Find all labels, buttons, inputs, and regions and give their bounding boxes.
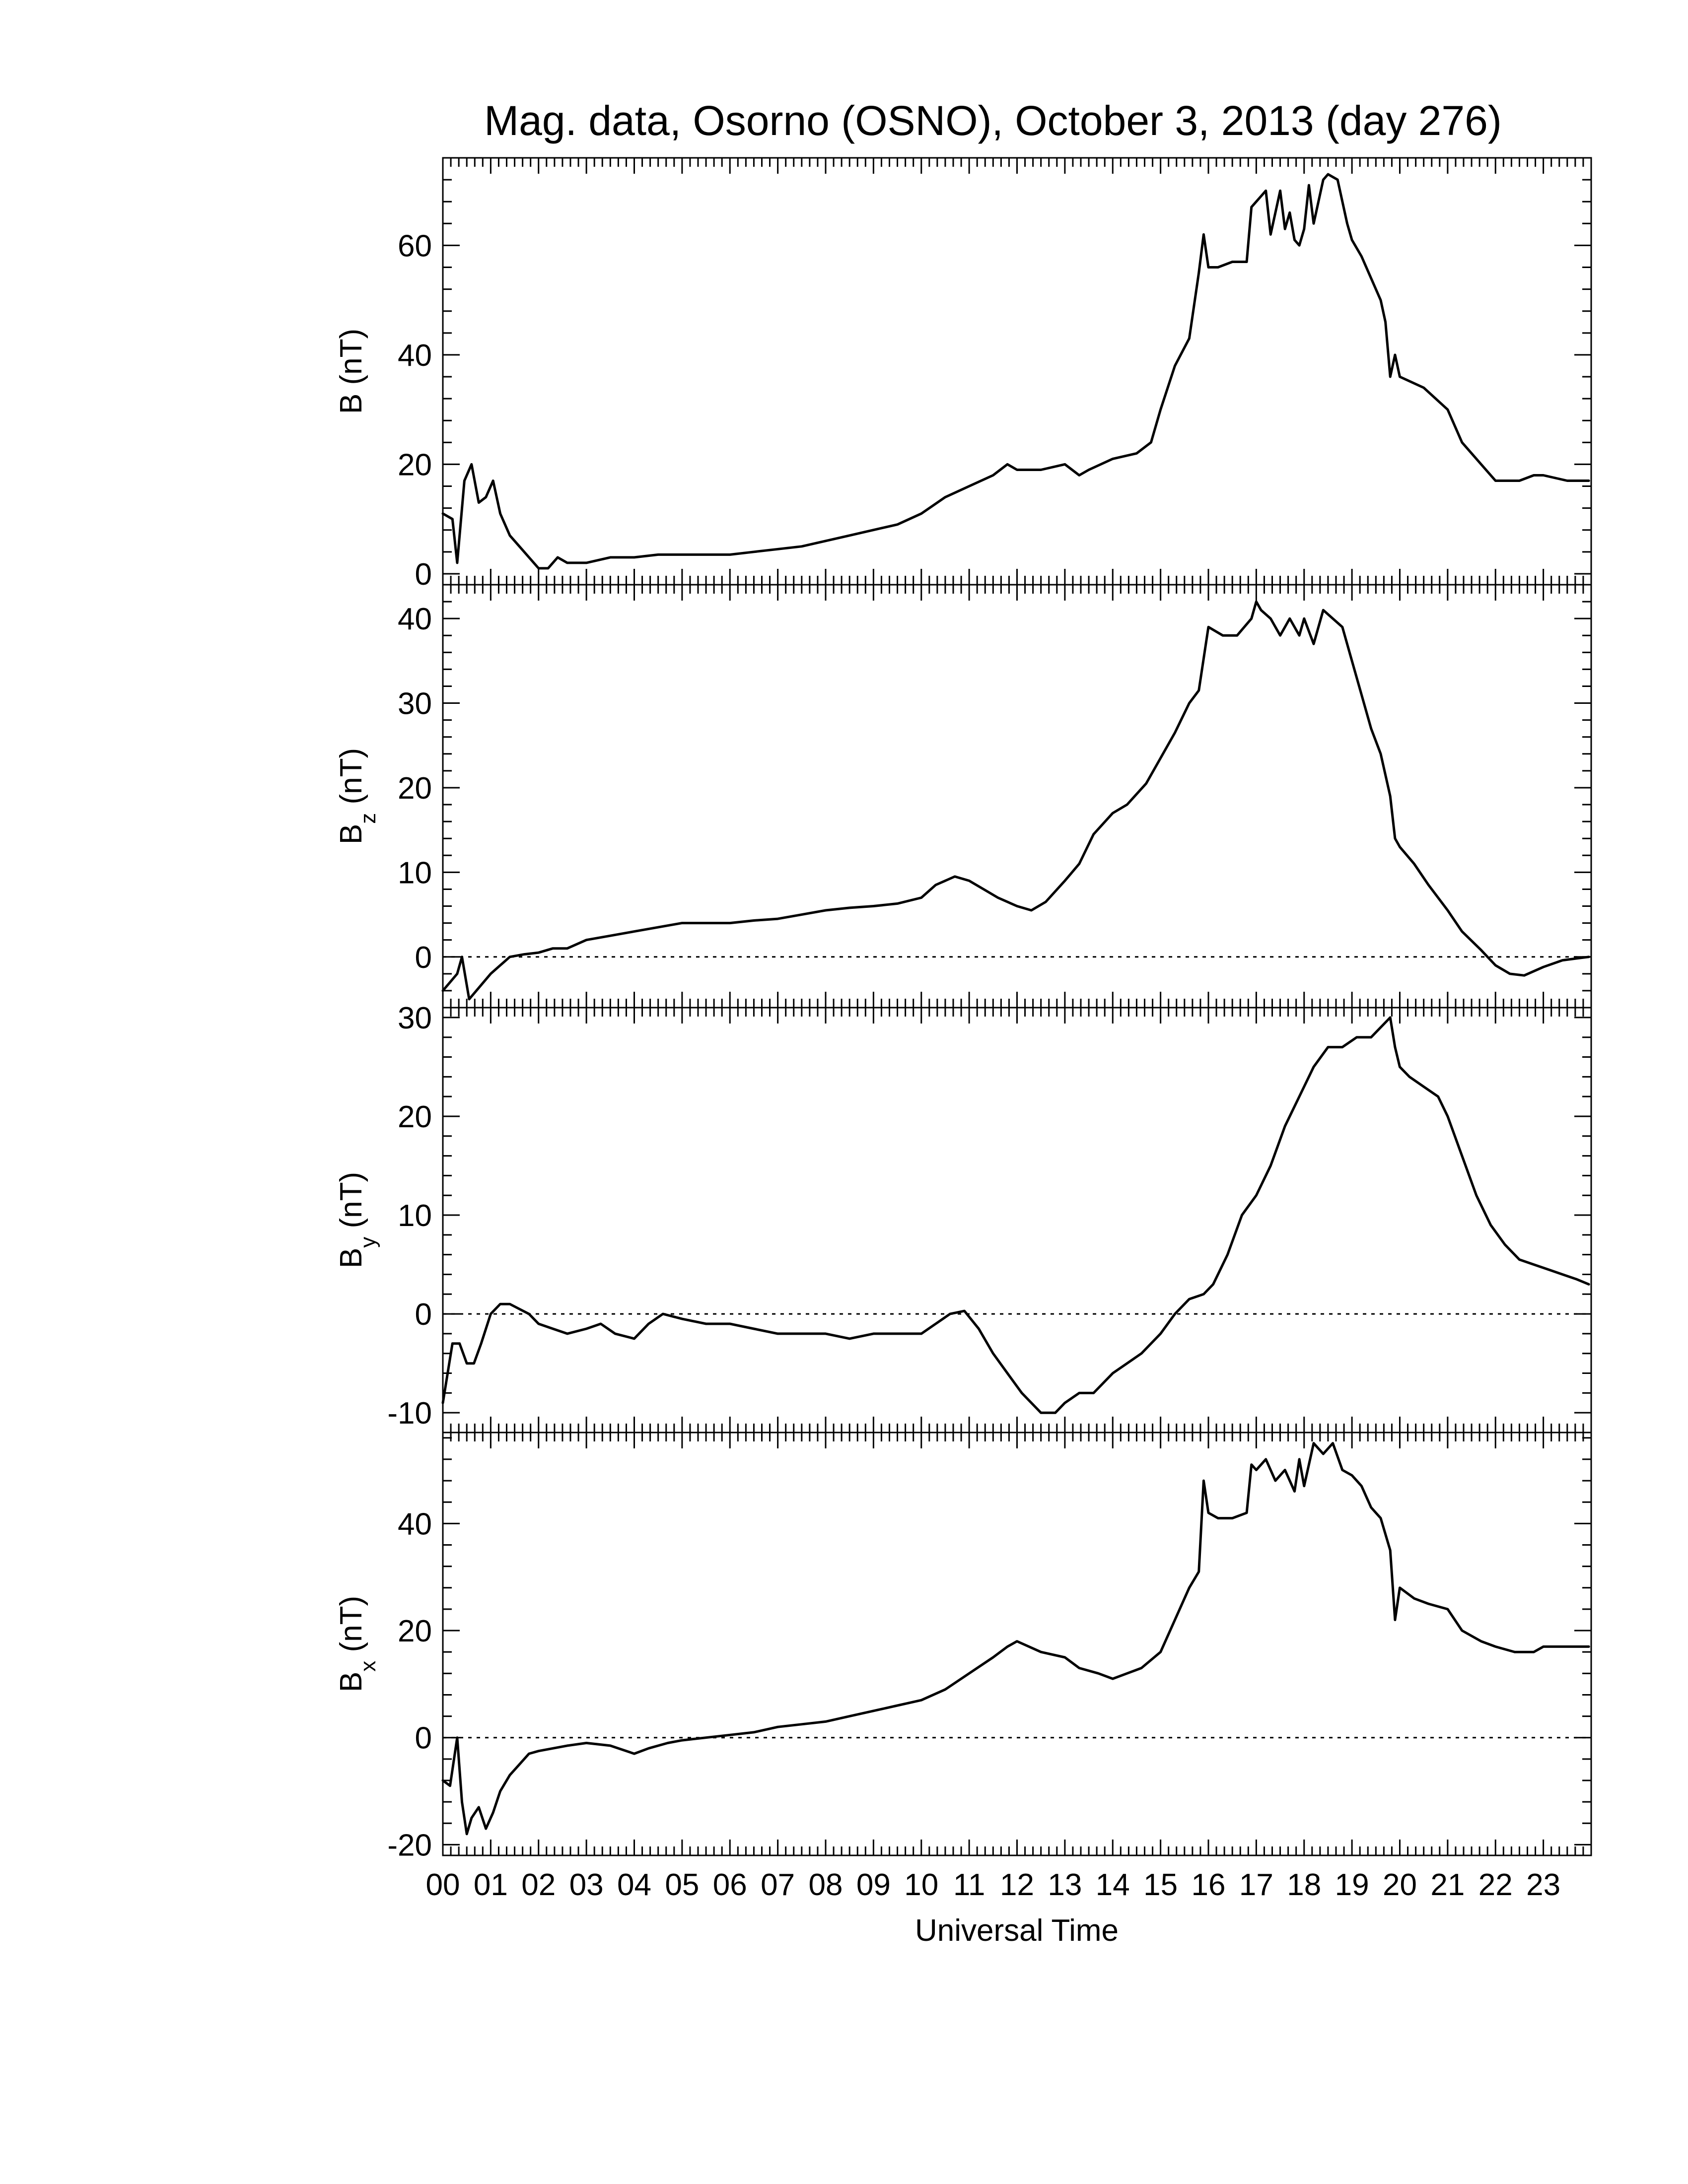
x-tick-label: 17 — [1239, 1868, 1273, 1902]
y-tick-label: -10 — [387, 1396, 432, 1431]
y-tick-label: 10 — [398, 1199, 432, 1233]
y-tick-label: 30 — [398, 1001, 432, 1035]
y-tick-label: 20 — [398, 771, 432, 806]
y-axis-label: By (nT) — [334, 1172, 380, 1268]
y-axis-label-unit: (nT) — [334, 329, 368, 394]
x-tick-label: 23 — [1526, 1868, 1560, 1902]
x-tick-label: 22 — [1478, 1868, 1513, 1902]
x-tick-label: 02 — [521, 1868, 556, 1902]
y-tick-label: 10 — [398, 856, 432, 890]
y-axis-label-subscript: y — [356, 1237, 380, 1248]
chart-title: Mag. data, Osorno (OSNO), October 3, 201… — [484, 97, 1502, 144]
y-tick-label: 20 — [398, 1100, 432, 1134]
x-tick-label: 19 — [1335, 1868, 1369, 1902]
y-axis-label-unit: (nT) — [334, 1172, 368, 1237]
y-tick-label: 60 — [398, 229, 432, 263]
x-tick-label: 10 — [904, 1868, 938, 1902]
x-tick-label: 04 — [617, 1868, 651, 1902]
x-tick-labels: 00 01 02 03 04 05 06 07 08 09 10 11 12 13 14 15 16 17 18 19… — [426, 1868, 1561, 1902]
x-tick-label: 09 — [856, 1868, 891, 1902]
y-tick-label: 40 — [398, 602, 432, 636]
y-axis-label-main: B — [334, 394, 368, 414]
x-tick-label: 15 — [1143, 1868, 1178, 1902]
x-tick-label: 05 — [665, 1868, 699, 1902]
x-tick-label: 07 — [761, 1868, 795, 1902]
panel-frame — [442, 1007, 1592, 1433]
y-axis-label: B (nT) — [334, 329, 368, 414]
series-line-panel-3 — [441, 1016, 1590, 1414]
y-axis-label-main: B — [334, 1672, 368, 1692]
y-axis-label-unit: (nT) — [334, 1596, 368, 1661]
panel-frame — [442, 157, 1592, 586]
x-tick-label: 20 — [1383, 1868, 1417, 1902]
y-axis-label-subscript: x — [356, 1661, 380, 1672]
series-line-panel-1 — [441, 173, 1590, 570]
x-tick-label: 11 — [953, 1868, 985, 1902]
y-tick-label: 40 — [398, 339, 432, 373]
panel-3: -10 0 10 20 30 By (nT) — [334, 1001, 1592, 1433]
y-tick-label: 30 — [398, 687, 432, 721]
x-axis-label: Universal Time — [915, 1913, 1119, 1948]
y-axis-label-subscript: z — [356, 813, 380, 824]
y-tick-label: 0 — [415, 557, 432, 592]
y-tick-label: 0 — [415, 1297, 432, 1332]
y-tick-label: -20 — [387, 1828, 432, 1862]
y-tick-label: 0 — [415, 941, 432, 975]
x-tick-label: 18 — [1287, 1868, 1321, 1902]
x-tick-label: 13 — [1048, 1868, 1082, 1902]
series-line-panel-2 — [441, 600, 1590, 1001]
y-tick-label: 20 — [398, 448, 432, 482]
panel-frame — [442, 1432, 1592, 1856]
x-tick-label: 08 — [809, 1868, 843, 1902]
y-axis-label: Bz (nT) — [334, 748, 380, 844]
y-axis-label: Bx (nT) — [334, 1596, 380, 1692]
y-tick-label: 40 — [398, 1507, 432, 1541]
panel-4: -20 0 20 40 Bx (nT) — [334, 1432, 1592, 1862]
x-tick-label: 06 — [713, 1868, 747, 1902]
y-tick-label: 20 — [398, 1614, 432, 1648]
panels: 0 20 40 60 B (nT) 0 10 20 30 40 Bz (nT) -10 0 10 20 30 B… — [334, 157, 1592, 1862]
x-tick-label: 16 — [1192, 1868, 1226, 1902]
y-axis-label-main: B — [334, 824, 368, 844]
x-tick-label: 21 — [1430, 1868, 1465, 1902]
series-line-panel-4 — [441, 1442, 1590, 1836]
x-tick-label: 00 — [426, 1868, 460, 1902]
y-axis-label-unit: (nT) — [334, 748, 368, 813]
x-tick-label: 01 — [474, 1868, 508, 1902]
x-tick-label: 12 — [1000, 1868, 1034, 1902]
panel-1: 0 20 40 60 B (nT) — [334, 157, 1592, 592]
x-tick-label: 14 — [1096, 1868, 1130, 1902]
y-axis-label-main: B — [334, 1248, 368, 1268]
x-tick-label: 03 — [569, 1868, 604, 1902]
y-tick-label: 0 — [415, 1721, 432, 1756]
panel-2: 0 10 20 30 40 Bz (nT) — [334, 584, 1592, 1009]
panel-frame — [442, 584, 1592, 1009]
